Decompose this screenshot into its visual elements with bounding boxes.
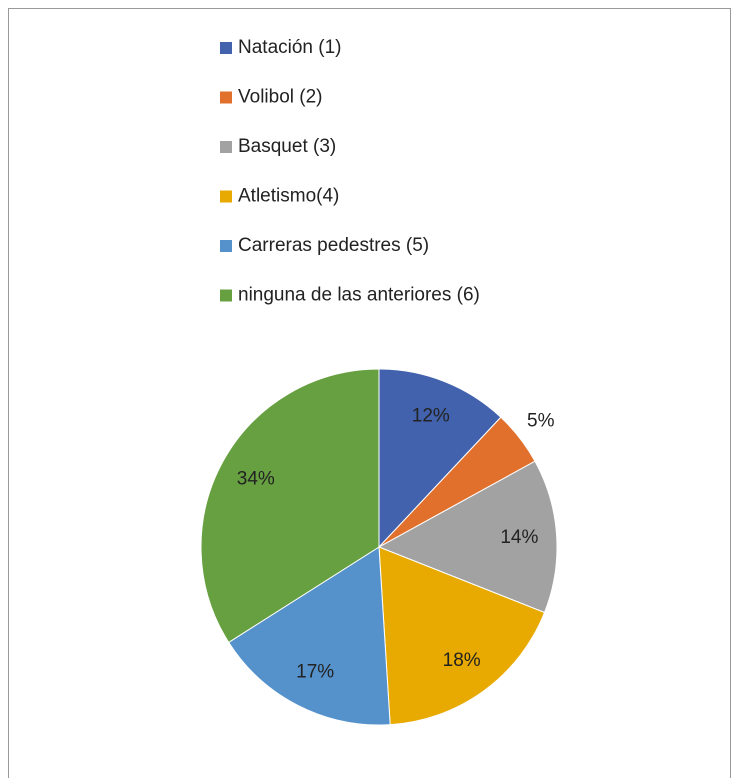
legend-label: Basquet (3): [238, 136, 336, 157]
pie-slice: [377, 460, 558, 614]
legend-swatch: [220, 190, 232, 203]
legend-swatch: [220, 289, 232, 302]
pie-slice: [200, 368, 380, 644]
data-label: 14%: [500, 527, 538, 548]
data-label: 17%: [296, 661, 334, 682]
legend-label: Atletismo(4): [238, 186, 339, 207]
legend-swatch: [220, 42, 232, 54]
pie-slice: [378, 546, 546, 726]
pie-slice: [378, 368, 502, 549]
legend-label: Carreras pedestres (5): [238, 235, 429, 256]
legend-label: ninguna de las anteriores (6): [238, 285, 480, 306]
legend-label: Volibol (2): [238, 87, 323, 108]
legend-swatch: [220, 91, 232, 104]
pie-slice: [228, 546, 391, 726]
data-label: 18%: [443, 650, 481, 671]
data-label: 34%: [237, 468, 275, 489]
legend-swatch: [220, 240, 232, 252]
data-label: 5%: [527, 411, 555, 432]
legend-label: Natación (1): [238, 37, 342, 58]
legend-swatch: [220, 141, 232, 153]
data-label: 12%: [412, 405, 450, 426]
